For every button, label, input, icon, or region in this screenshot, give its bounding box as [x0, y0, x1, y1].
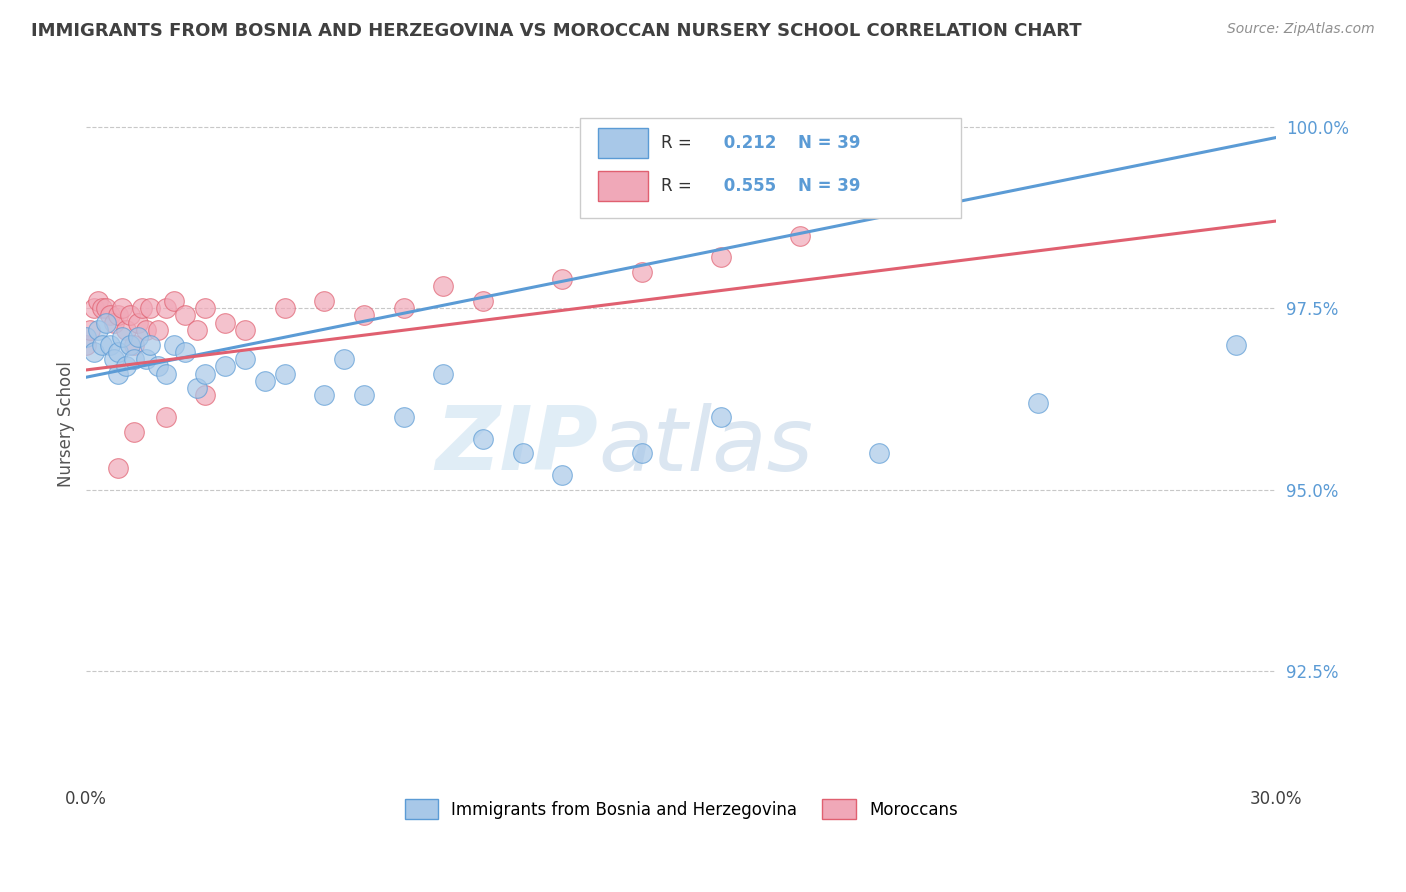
Point — [87, 293, 110, 308]
Point — [630, 446, 652, 460]
Point — [83, 301, 105, 316]
Point — [253, 374, 276, 388]
Point — [471, 293, 494, 308]
Text: N = 39: N = 39 — [797, 177, 860, 195]
Point — [333, 352, 356, 367]
Text: R =: R = — [661, 135, 697, 153]
FancyBboxPatch shape — [581, 119, 960, 218]
Point — [155, 367, 177, 381]
Point — [122, 337, 145, 351]
Point — [111, 330, 134, 344]
Point — [353, 388, 375, 402]
Point — [127, 316, 149, 330]
Point — [162, 293, 184, 308]
Point — [214, 359, 236, 374]
Point — [107, 344, 129, 359]
Point — [512, 446, 534, 460]
Point — [118, 337, 141, 351]
FancyBboxPatch shape — [598, 128, 648, 158]
Point — [107, 367, 129, 381]
Point — [87, 323, 110, 337]
Point — [98, 309, 121, 323]
Point — [551, 272, 574, 286]
Point — [174, 309, 197, 323]
Point — [139, 337, 162, 351]
Point — [115, 359, 138, 374]
Text: atlas: atlas — [598, 403, 813, 489]
Point — [115, 323, 138, 337]
Point — [392, 410, 415, 425]
Point — [194, 301, 217, 316]
Point — [1026, 395, 1049, 409]
Point — [127, 330, 149, 344]
Point — [630, 265, 652, 279]
Text: 0.555: 0.555 — [718, 177, 776, 195]
Point — [314, 388, 336, 402]
Point — [146, 359, 169, 374]
Point — [122, 352, 145, 367]
Point — [103, 352, 125, 367]
Point — [135, 352, 157, 367]
Point — [551, 468, 574, 483]
Point — [107, 461, 129, 475]
Point — [1225, 337, 1247, 351]
Text: Source: ZipAtlas.com: Source: ZipAtlas.com — [1227, 22, 1375, 37]
Point — [710, 251, 733, 265]
Text: R =: R = — [661, 177, 697, 195]
Y-axis label: Nursery School: Nursery School — [58, 361, 75, 487]
Point — [194, 388, 217, 402]
Point — [135, 323, 157, 337]
Point — [432, 367, 454, 381]
Point — [146, 323, 169, 337]
Text: N = 39: N = 39 — [797, 135, 860, 153]
Text: IMMIGRANTS FROM BOSNIA AND HERZEGOVINA VS MOROCCAN NURSERY SCHOOL CORRELATION CH: IMMIGRANTS FROM BOSNIA AND HERZEGOVINA V… — [31, 22, 1081, 40]
Legend: Immigrants from Bosnia and Herzegovina, Moroccans: Immigrants from Bosnia and Herzegovina, … — [398, 793, 965, 825]
Point — [273, 367, 295, 381]
Point — [75, 337, 97, 351]
Point — [314, 293, 336, 308]
Point — [94, 301, 117, 316]
Point — [174, 344, 197, 359]
Point — [75, 330, 97, 344]
Point — [79, 323, 101, 337]
Point — [353, 309, 375, 323]
Point — [789, 228, 811, 243]
Point — [122, 425, 145, 439]
Point — [432, 279, 454, 293]
Point — [155, 301, 177, 316]
Point — [155, 410, 177, 425]
Point — [471, 432, 494, 446]
Point — [98, 337, 121, 351]
Text: ZIP: ZIP — [436, 402, 598, 490]
Point — [392, 301, 415, 316]
Point — [869, 446, 891, 460]
Point — [139, 301, 162, 316]
FancyBboxPatch shape — [598, 171, 648, 201]
Point — [233, 323, 256, 337]
Point — [186, 323, 208, 337]
Point — [162, 337, 184, 351]
Point — [107, 309, 129, 323]
Point — [194, 367, 217, 381]
Point — [103, 316, 125, 330]
Point — [91, 301, 114, 316]
Point — [118, 309, 141, 323]
Text: 0.212: 0.212 — [718, 135, 776, 153]
Point — [233, 352, 256, 367]
Point — [83, 344, 105, 359]
Point — [94, 316, 117, 330]
Point — [91, 337, 114, 351]
Point — [111, 301, 134, 316]
Point — [273, 301, 295, 316]
Point — [131, 301, 153, 316]
Point — [214, 316, 236, 330]
Point — [186, 381, 208, 395]
Point — [710, 410, 733, 425]
